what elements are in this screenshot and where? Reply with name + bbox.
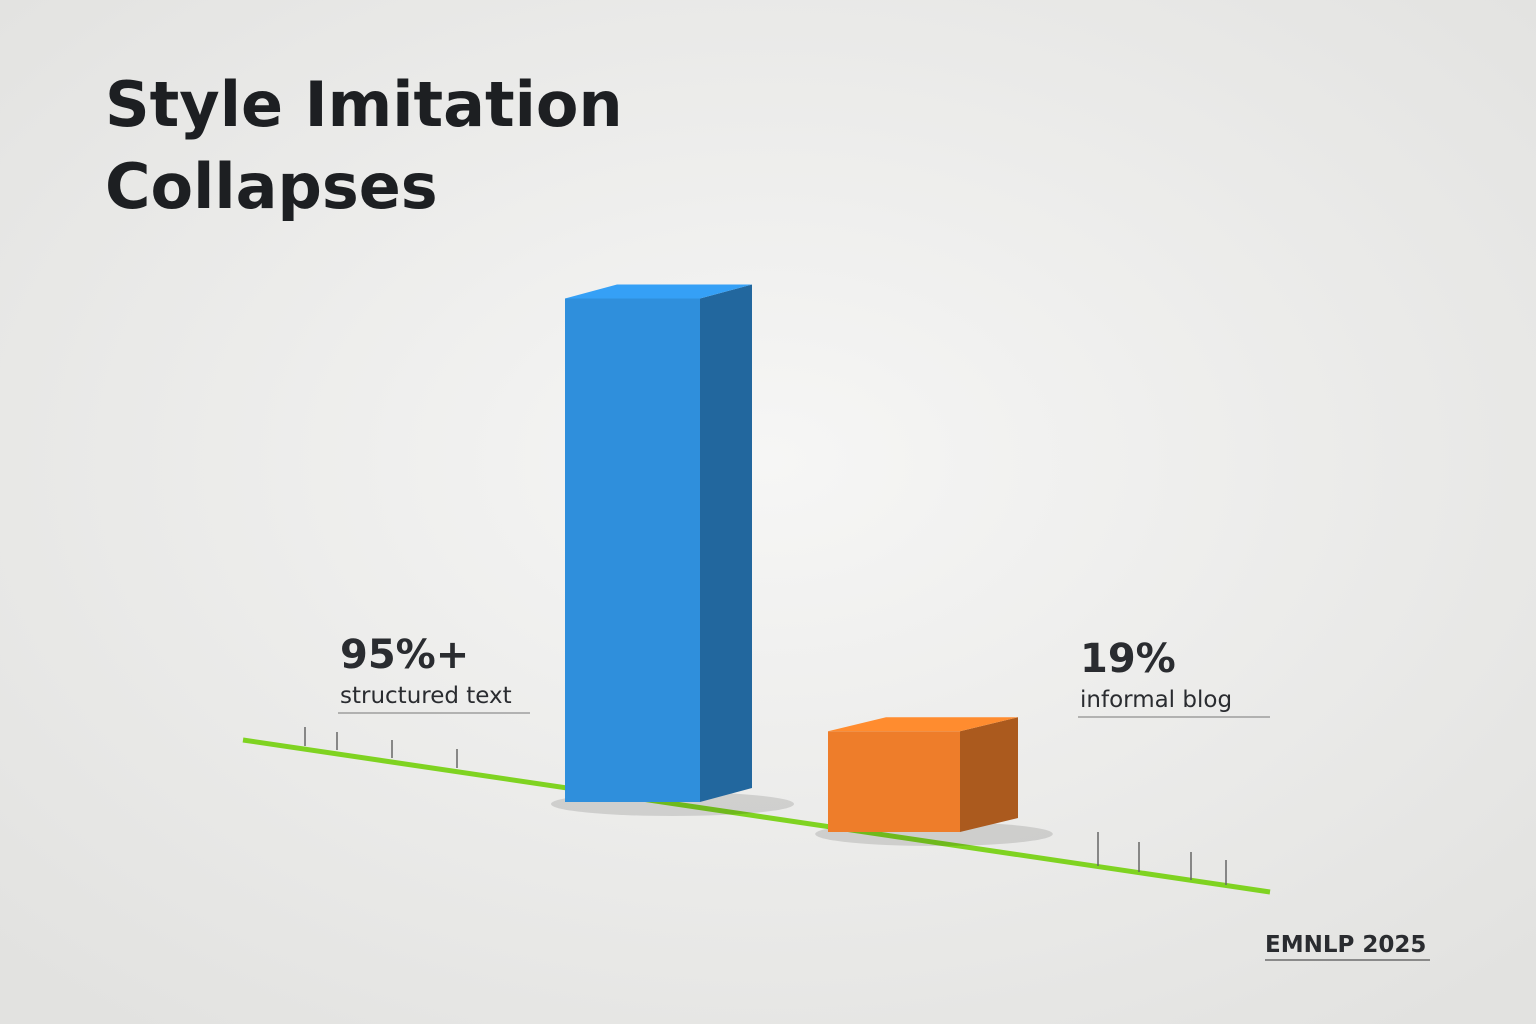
- bar: [828, 731, 960, 832]
- chart-title: Style Imitation Collapses: [105, 68, 623, 223]
- bar-side: [700, 284, 752, 802]
- category-label: structured text: [340, 683, 512, 709]
- value-label: 19%: [1080, 636, 1176, 682]
- footer: EMNLP 2025: [1265, 932, 1426, 958]
- bar-top: [828, 717, 1018, 732]
- category-label: informal blog: [1080, 687, 1232, 713]
- axis-line: [242, 737, 1271, 895]
- axis-ticks: [304, 727, 1227, 885]
- bar-side: [960, 717, 1018, 832]
- value-label: 95%+: [340, 632, 469, 678]
- baseline-axis: [242, 727, 1271, 895]
- bar: [565, 298, 700, 802]
- bar-top: [565, 284, 752, 299]
